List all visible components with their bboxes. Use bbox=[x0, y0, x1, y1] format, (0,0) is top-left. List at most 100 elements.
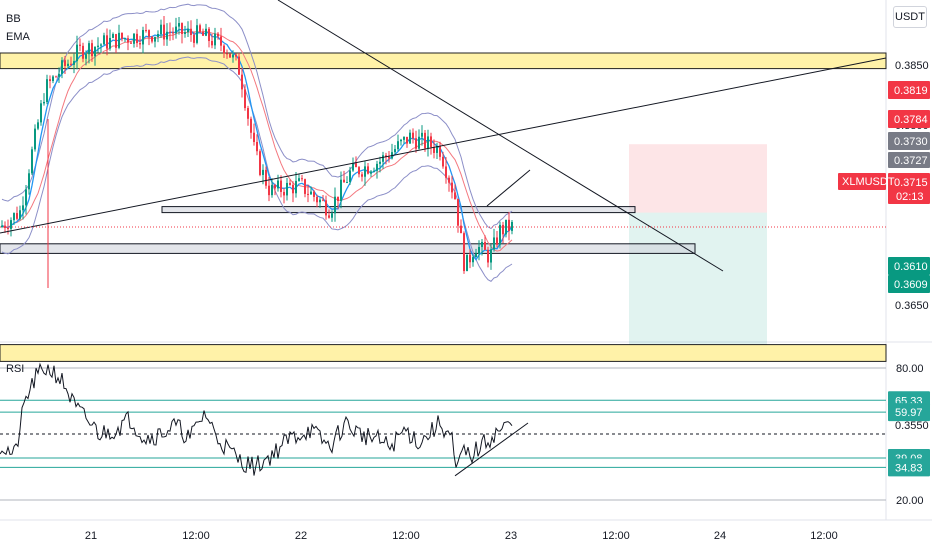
candle-body bbox=[382, 155, 384, 162]
grid bbox=[0, 0, 932, 521]
stop-loss-area[interactable] bbox=[629, 144, 767, 213]
candle-body bbox=[346, 182, 348, 184]
symbol-tag[interactable]: XLMUSDT bbox=[838, 173, 895, 190]
candle-body bbox=[457, 198, 459, 226]
candle-body bbox=[208, 28, 210, 42]
candle-body bbox=[364, 166, 366, 177]
price-tag-bg bbox=[888, 81, 930, 99]
currency-button[interactable]: USDT bbox=[893, 6, 927, 28]
time-tick-label: 12:00 bbox=[810, 530, 838, 542]
candle-body bbox=[418, 136, 420, 149]
candle-body bbox=[67, 63, 69, 66]
rsi-tag: 59.97 bbox=[888, 403, 930, 422]
candle-body bbox=[4, 225, 6, 229]
candle-body bbox=[187, 28, 189, 33]
price-tag-bg bbox=[888, 132, 930, 150]
candle-body bbox=[73, 61, 75, 65]
candle-body bbox=[97, 45, 99, 47]
yellow-zone-1[interactable] bbox=[0, 52, 887, 70]
descending-trendline[interactable] bbox=[277, 0, 724, 272]
candlesticks bbox=[1, 16, 513, 288]
candle-body bbox=[202, 31, 204, 36]
candle-body bbox=[64, 60, 66, 66]
candle-body bbox=[481, 241, 483, 247]
rsi-tag-bg bbox=[888, 403, 930, 422]
price-axis: 0.38500.38000.36500.35500.38190.37840.37… bbox=[838, 60, 930, 507]
candle-body bbox=[466, 254, 468, 272]
symbol-tag-text: XLMUSDT bbox=[842, 176, 895, 188]
candle-body bbox=[325, 200, 327, 216]
countdown-tag: 02:13 bbox=[888, 189, 930, 204]
indicator-ema[interactable]: EMA bbox=[6, 31, 30, 43]
candle-body bbox=[280, 180, 282, 192]
candle-body bbox=[40, 103, 42, 123]
candle-body bbox=[193, 34, 195, 43]
yellow-zone-2[interactable] bbox=[0, 344, 887, 362]
price-tag-bg bbox=[888, 173, 930, 191]
candle-body bbox=[262, 169, 264, 175]
rsi-tag-text: 34.83 bbox=[895, 462, 923, 474]
candle-body bbox=[199, 25, 201, 32]
indicator-rsi[interactable]: RSI bbox=[6, 363, 25, 375]
price-tag: 0.3819 bbox=[888, 81, 930, 99]
time-tick-label: 21 bbox=[85, 530, 97, 542]
bb-upper bbox=[1, 3, 513, 230]
time-tick-label: 22 bbox=[295, 530, 307, 542]
candle-body bbox=[181, 23, 183, 34]
ascending-trendline[interactable] bbox=[0, 57, 887, 234]
price-tag-bg bbox=[888, 275, 930, 293]
candle-body bbox=[454, 192, 456, 199]
candle-body bbox=[253, 132, 255, 142]
price-tag-bg bbox=[888, 110, 930, 128]
candle-body bbox=[7, 228, 9, 230]
candle-body bbox=[232, 54, 234, 58]
candle-body bbox=[55, 76, 57, 78]
candle-body bbox=[307, 193, 309, 195]
candle-body bbox=[412, 132, 414, 139]
candle-body bbox=[1, 225, 3, 227]
candle-body bbox=[49, 79, 51, 82]
candle-body bbox=[490, 249, 492, 263]
indicator-bb[interactable]: BB bbox=[6, 13, 21, 25]
candle-body bbox=[214, 33, 216, 46]
rsi-trendline[interactable] bbox=[454, 422, 529, 477]
candle-body bbox=[292, 184, 294, 194]
candle-body bbox=[274, 185, 276, 189]
price-tag-text: 0.3610 bbox=[894, 261, 928, 273]
rsi-tag-text: 59.97 bbox=[895, 407, 923, 419]
candle-body bbox=[370, 171, 372, 174]
candle-body bbox=[484, 241, 486, 250]
wedge-support-line[interactable] bbox=[486, 169, 531, 207]
candle-body bbox=[487, 249, 489, 263]
candle-body bbox=[46, 79, 48, 102]
candle-body bbox=[103, 35, 105, 45]
candle-body bbox=[499, 224, 501, 245]
candle-body bbox=[358, 167, 360, 175]
candle-body bbox=[91, 43, 93, 57]
candle-body bbox=[340, 179, 342, 201]
grey-box-1[interactable] bbox=[161, 206, 636, 214]
candle-body bbox=[439, 146, 441, 157]
candle-body bbox=[406, 136, 408, 144]
candle-body bbox=[502, 224, 504, 235]
price-tag-text: 0.3819 bbox=[894, 85, 928, 97]
candle-body bbox=[337, 196, 339, 201]
candle-body bbox=[226, 53, 228, 55]
trend-lines bbox=[0, 0, 887, 272]
candle-body bbox=[37, 122, 39, 129]
candle-body bbox=[436, 146, 438, 153]
candle-body bbox=[88, 43, 90, 55]
support-resistance-zones bbox=[0, 52, 887, 362]
take-profit-area[interactable] bbox=[629, 212, 767, 353]
candle-body bbox=[10, 220, 12, 229]
grey-box-2[interactable] bbox=[0, 243, 696, 254]
candle-body bbox=[223, 45, 225, 54]
time-axis: 21 12:00 22 12:00 23 12:00 24 12:00 bbox=[85, 530, 838, 542]
candle-body bbox=[496, 237, 498, 245]
candle-body bbox=[367, 166, 369, 174]
countdown-bg bbox=[888, 189, 930, 204]
candle-body bbox=[271, 185, 273, 196]
price-tag: 0.3784 bbox=[888, 110, 930, 128]
candle-body bbox=[220, 36, 222, 46]
